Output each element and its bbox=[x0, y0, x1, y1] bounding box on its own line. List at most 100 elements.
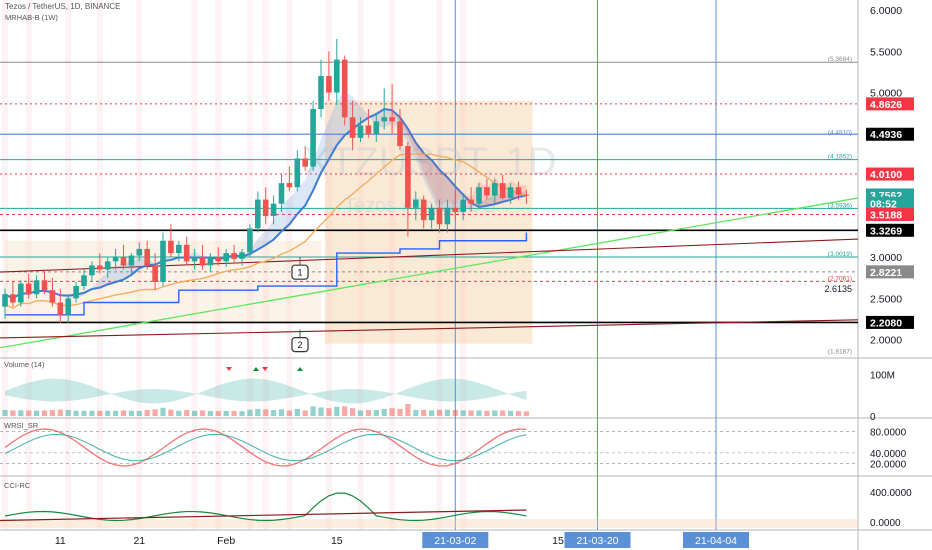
volume-bar bbox=[57, 409, 63, 416]
candle-body bbox=[2, 294, 8, 307]
candle-body bbox=[215, 257, 222, 262]
candles-layer[interactable] bbox=[2, 39, 530, 324]
volume-bar bbox=[81, 410, 87, 416]
candle bbox=[57, 288, 64, 324]
candle bbox=[341, 55, 348, 126]
candle bbox=[97, 253, 103, 274]
volume-bar bbox=[10, 410, 16, 416]
price-label-text: 4.8626 bbox=[870, 99, 902, 111]
price-label-text: (3.0019) bbox=[828, 251, 852, 258]
price-label-bg bbox=[866, 127, 914, 141]
volume-bar bbox=[381, 408, 387, 416]
volume-bar bbox=[89, 410, 95, 416]
chart-header: Tezos / TetherUS, 1D, BINANCE MRHAB-B (1… bbox=[5, 2, 120, 22]
price-tick: 2.5000 bbox=[870, 293, 902, 305]
volume-bar bbox=[97, 410, 103, 416]
session-shade bbox=[246, 0, 253, 530]
date-tick: 21-03-02 bbox=[434, 535, 476, 547]
candle-body bbox=[373, 121, 380, 134]
candle-body bbox=[389, 117, 395, 122]
pane-tick: 20.0000 bbox=[870, 459, 907, 470]
volume-bar bbox=[318, 407, 324, 416]
ma-line-orange bbox=[4, 153, 527, 310]
volume-bar bbox=[278, 409, 285, 416]
volume-bar bbox=[397, 408, 403, 416]
volume-bar bbox=[144, 410, 150, 416]
pane-tick: 100M bbox=[870, 370, 895, 381]
date-tick: 21 bbox=[133, 535, 145, 547]
price-label-text: 3.5188 bbox=[870, 209, 902, 221]
volume-bar bbox=[342, 406, 348, 416]
candle-body bbox=[183, 244, 190, 262]
candle bbox=[120, 244, 127, 270]
watermark-ticker: XTZUSDT, 1D bbox=[303, 140, 556, 184]
volume-bar bbox=[302, 410, 308, 416]
candle-body bbox=[365, 125, 372, 134]
volume-bar bbox=[113, 410, 119, 416]
candle-body bbox=[499, 183, 506, 198]
candle bbox=[278, 174, 285, 212]
candle-body bbox=[278, 183, 285, 204]
price-label: 4.0100 bbox=[866, 167, 914, 181]
date-tick-bg bbox=[422, 532, 489, 548]
session-shade bbox=[136, 0, 143, 530]
candle-body bbox=[492, 183, 498, 196]
candle-body bbox=[452, 207, 459, 212]
candle bbox=[523, 189, 530, 204]
candle bbox=[405, 141, 411, 237]
candle-body bbox=[144, 248, 150, 266]
price-tick: 5.5000 bbox=[870, 46, 902, 58]
candle bbox=[25, 273, 32, 299]
background-layer bbox=[2, 0, 533, 530]
candle-body bbox=[318, 76, 324, 110]
axis-layer[interactable]: 6.00005.50005.00004.50004.00003.50003.00… bbox=[55, 5, 914, 548]
volume-bar bbox=[239, 411, 245, 416]
price-label: 08:52 bbox=[866, 196, 914, 210]
volume-bar bbox=[413, 410, 419, 416]
indicator-layer bbox=[4, 90, 528, 316]
volume-bar bbox=[326, 408, 332, 416]
price-label-bg bbox=[866, 97, 914, 111]
candle bbox=[2, 288, 8, 319]
candle bbox=[207, 253, 214, 273]
horizontal-lines-layer bbox=[0, 61, 859, 349]
candle-body bbox=[207, 257, 214, 266]
candle bbox=[176, 240, 182, 262]
candle-body bbox=[484, 187, 490, 196]
candle-body bbox=[97, 265, 103, 270]
volume-bar bbox=[65, 410, 71, 416]
price-label-bg bbox=[866, 223, 914, 237]
volume-bar bbox=[199, 410, 206, 416]
session-shade bbox=[25, 0, 32, 530]
marker-2: 2 bbox=[291, 329, 309, 353]
candle bbox=[484, 179, 490, 200]
volume-bar bbox=[492, 410, 498, 416]
volume-bar bbox=[436, 409, 443, 416]
pane-tick: 40.0000 bbox=[870, 449, 907, 460]
signal-arrow bbox=[297, 367, 303, 371]
date-tick-bg bbox=[683, 532, 749, 548]
candle-body bbox=[199, 257, 206, 266]
date-tick: 21-03-20 bbox=[576, 535, 618, 547]
candle-body bbox=[436, 207, 443, 225]
price-label-text: 2.8221 bbox=[870, 267, 902, 279]
candle-body bbox=[397, 121, 403, 147]
candle-body bbox=[357, 125, 364, 138]
candle-body bbox=[65, 298, 71, 315]
candle bbox=[436, 199, 443, 233]
price-label-text: (4.4810) bbox=[828, 129, 852, 136]
volume-bar bbox=[373, 410, 379, 416]
candle bbox=[183, 236, 190, 266]
candle bbox=[476, 183, 482, 208]
volume-bar bbox=[389, 408, 395, 416]
session-shade bbox=[389, 0, 396, 530]
volume-bar bbox=[444, 409, 450, 416]
marker-label: 2 bbox=[297, 340, 302, 350]
price-label-bg bbox=[866, 315, 914, 329]
candle-body bbox=[160, 240, 166, 282]
date-tick: Feb bbox=[217, 535, 235, 547]
volume-bar bbox=[484, 410, 490, 416]
session-shade bbox=[325, 0, 332, 530]
date-tick: 15 bbox=[331, 535, 343, 547]
